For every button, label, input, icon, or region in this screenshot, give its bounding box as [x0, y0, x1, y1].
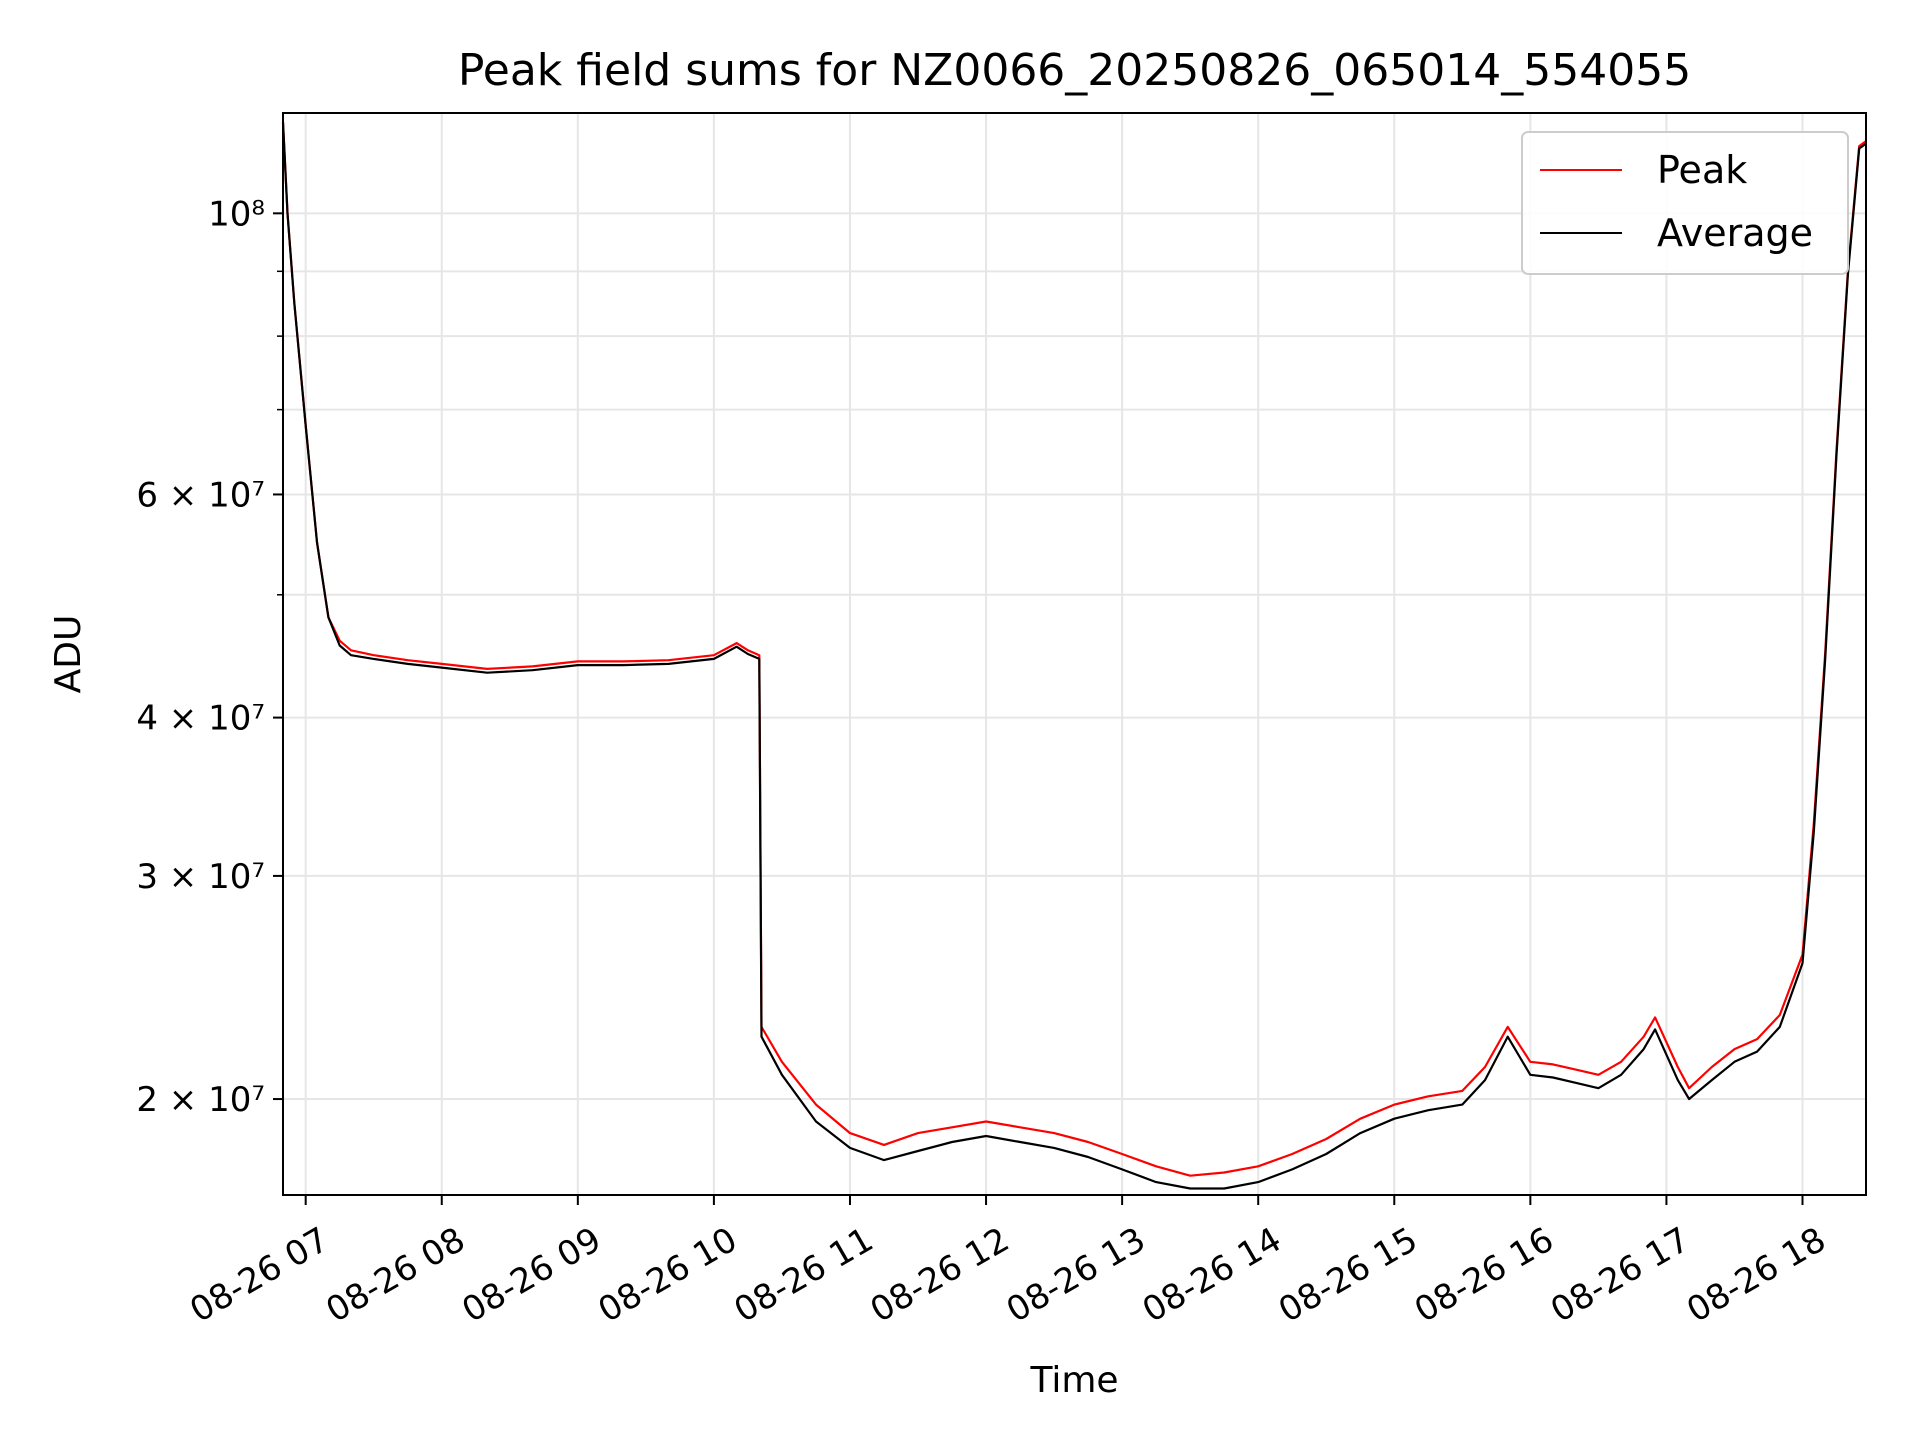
series-line-peak	[281, 122, 1867, 1177]
plot-frame	[282, 112, 1867, 1196]
y-tick-label: 2 × 10⁷	[136, 1080, 265, 1120]
y-tick-label: 6 × 10⁷	[136, 475, 265, 515]
legend-label-peak: Peak	[1657, 148, 1747, 192]
series-lines	[281, 122, 1867, 1190]
legend-label-average: Average	[1657, 211, 1813, 255]
y-tick-label: 3 × 10⁷	[136, 857, 265, 897]
grid	[283, 113, 1866, 1195]
series-line-average	[281, 122, 1867, 1190]
y-axis-label: ADU	[48, 615, 89, 694]
y-tick-label: 4 × 10⁷	[136, 699, 265, 739]
legend: Peak Average	[1521, 131, 1849, 275]
x-axis-label: Time	[1029, 1360, 1118, 1401]
y-tick-label: 10⁸	[208, 194, 265, 234]
chart-title: Peak field sums for NZ0066_20250826_0650…	[458, 45, 1691, 96]
legend-box	[1521, 131, 1849, 275]
